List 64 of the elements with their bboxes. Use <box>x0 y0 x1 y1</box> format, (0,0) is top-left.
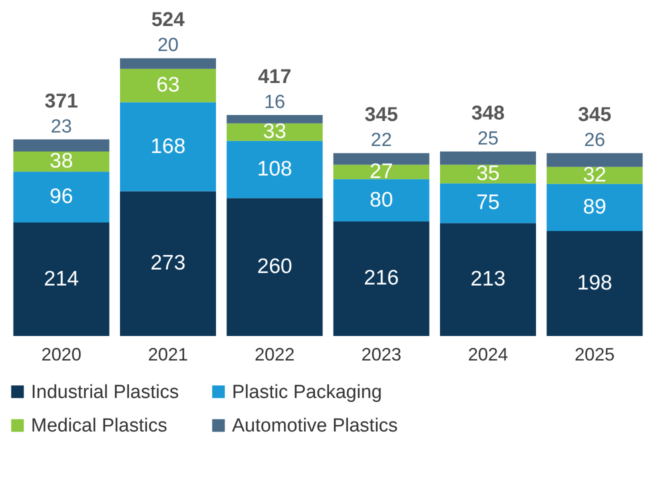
data-label: 80 <box>370 188 394 212</box>
total-label: 345 <box>578 104 612 126</box>
data-label: 168 <box>150 134 186 158</box>
data-label: 75 <box>476 191 500 214</box>
bar <box>546 166 643 184</box>
data-label: 20 <box>157 35 179 56</box>
legend-label: Medical Plastics <box>31 416 168 436</box>
bar <box>13 139 110 152</box>
total-label: 417 <box>258 66 292 88</box>
bar <box>440 164 536 184</box>
x-tick-label: 2023 <box>361 344 402 364</box>
bar <box>120 102 216 192</box>
legend-label: Industrial Plastics <box>31 382 179 403</box>
data-label: 33 <box>262 120 286 144</box>
bar <box>13 172 110 223</box>
total-label: 348 <box>471 102 505 125</box>
data-label: 96 <box>50 185 74 208</box>
bar <box>120 68 216 102</box>
data-label: 89 <box>582 195 606 218</box>
bar <box>226 198 323 336</box>
data-label: 22 <box>370 130 392 152</box>
bar <box>440 223 536 336</box>
data-label: 213 <box>470 268 506 291</box>
data-label: 216 <box>364 266 399 290</box>
data-label: 63 <box>156 74 180 97</box>
legend-label: Plastic Packaging <box>232 382 382 403</box>
data-label: 23 <box>50 116 72 138</box>
bar <box>226 140 323 198</box>
bar <box>333 164 430 180</box>
legend-label: Automotive Plastics <box>232 416 398 436</box>
x-tick-label: 2024 <box>468 344 508 364</box>
bar <box>546 231 643 336</box>
x-tick-label: 2021 <box>148 344 188 364</box>
data-label: 38 <box>50 150 74 173</box>
total-label: 371 <box>44 90 78 112</box>
bar <box>120 58 216 69</box>
bar <box>333 153 430 165</box>
data-label: 16 <box>264 92 286 113</box>
data-label: 26 <box>584 130 606 152</box>
total-label: 524 <box>151 9 186 32</box>
total-label: 345 <box>364 104 398 126</box>
bar <box>440 152 536 165</box>
data-label: 214 <box>44 267 80 290</box>
data-label: 25 <box>477 128 499 150</box>
bar <box>333 221 430 336</box>
bar <box>13 222 110 336</box>
data-label: 27 <box>370 160 394 183</box>
bar <box>440 183 536 224</box>
x-tick-label: 2020 <box>41 344 82 364</box>
data-label: 35 <box>476 162 500 186</box>
bar <box>13 152 110 172</box>
data-label: 108 <box>257 158 292 181</box>
data-label: 32 <box>582 163 606 186</box>
x-tick-label: 2025 <box>574 344 615 364</box>
bar <box>120 191 216 336</box>
data-label: 198 <box>577 272 612 295</box>
bar <box>546 153 643 167</box>
bar <box>226 123 323 141</box>
bar <box>333 179 430 222</box>
bar <box>546 184 643 232</box>
bar <box>226 114 323 124</box>
data-label: 273 <box>150 252 186 275</box>
x-tick-label: 2022 <box>254 344 295 364</box>
data-label: 260 <box>257 255 292 278</box>
